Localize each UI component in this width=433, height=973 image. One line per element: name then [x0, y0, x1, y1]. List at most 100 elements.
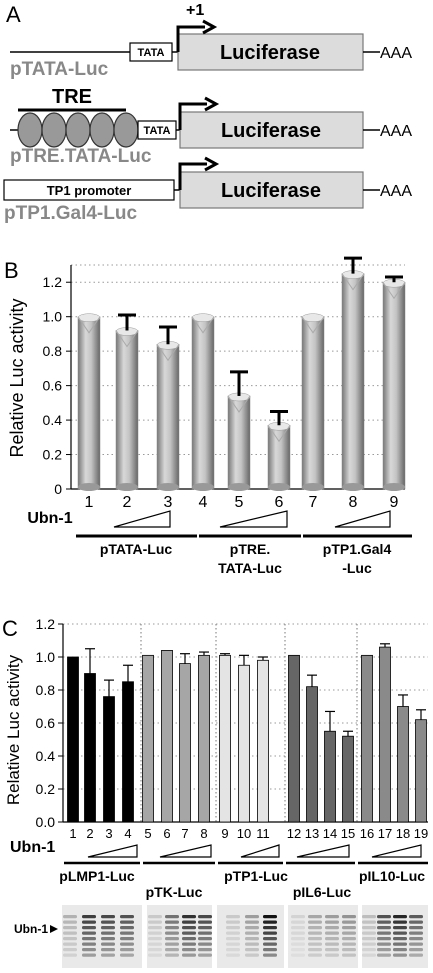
bar-base — [116, 483, 138, 491]
bar-base — [78, 483, 100, 491]
blot-band — [377, 937, 391, 941]
blot-band — [377, 948, 391, 952]
bar — [415, 719, 427, 823]
blot-band — [393, 937, 407, 941]
blot-strip — [288, 905, 358, 968]
bar-group — [77, 313, 101, 491]
lane-number: 13 — [305, 826, 319, 841]
blot-band — [263, 915, 277, 919]
tre-element — [65, 112, 91, 148]
lane-number: 1 — [85, 494, 94, 511]
dose-wedge — [87, 844, 138, 858]
lane-numbers: 1 2 3 4 5 6 7 8 9 10 11 12 13 14 15 16 17 18 19 — [69, 826, 428, 841]
blot-band — [409, 915, 423, 919]
blot-band — [362, 937, 376, 941]
blot-band — [182, 920, 196, 924]
blot-band — [63, 926, 77, 930]
blot-band — [325, 937, 339, 941]
bar-group — [341, 256, 365, 491]
blot-arrow — [50, 925, 58, 933]
blot-band — [377, 953, 391, 957]
blot-band — [325, 953, 339, 957]
lane-number: 3 — [105, 826, 112, 841]
dose-wedge — [240, 844, 280, 858]
blot-band — [377, 931, 391, 935]
blot-band — [198, 915, 212, 919]
blot-band — [120, 948, 134, 952]
bar — [227, 395, 251, 490]
blot-band — [377, 926, 391, 930]
blot-band — [148, 953, 162, 957]
blot-band — [245, 926, 259, 930]
bar-group — [156, 325, 180, 491]
blot-band — [82, 937, 96, 941]
bar-cap — [301, 313, 325, 322]
bar-group — [306, 674, 318, 823]
blot-band — [82, 926, 96, 930]
blot-band — [393, 942, 407, 946]
bar — [361, 654, 373, 823]
bar-cap-shade — [382, 281, 406, 300]
blot-band — [120, 920, 134, 924]
y-tick-label: 0.8 — [43, 343, 63, 359]
bar-cap — [191, 313, 215, 322]
blot-background — [147, 905, 212, 968]
blot-band — [182, 931, 196, 935]
blot-band — [82, 942, 96, 946]
blot-band — [263, 942, 277, 946]
polya-label: AAA — [380, 123, 412, 140]
blot-band — [325, 948, 339, 952]
blot-band — [165, 926, 179, 930]
blot-band — [63, 937, 77, 941]
lane-number: 5 — [144, 826, 151, 841]
blot-band — [82, 948, 96, 952]
bar-group — [227, 370, 251, 491]
luciferase-box — [179, 171, 364, 209]
lane-number: 1 — [69, 826, 76, 841]
panel-b-letter: B — [4, 258, 19, 283]
group-label: -Luc — [342, 560, 372, 576]
y-tick-label: 0.4 — [36, 748, 56, 764]
blot-band — [409, 926, 423, 930]
lane-number: 5 — [235, 494, 244, 511]
blot-band — [409, 937, 423, 941]
bar — [67, 656, 79, 823]
bar-group — [219, 653, 231, 823]
bar — [191, 316, 215, 490]
polya-label: AAA — [380, 183, 412, 200]
bar-cap-shade — [191, 316, 215, 334]
lane-number: 12 — [287, 826, 301, 841]
blot-band — [148, 926, 162, 930]
blot-band — [82, 920, 96, 924]
y-tick-label: 1.2 — [36, 616, 56, 632]
bar — [156, 344, 180, 490]
group-label: pIL6-Luc — [293, 884, 352, 900]
blot-band — [362, 926, 376, 930]
tre-element — [17, 112, 43, 148]
blot-band — [291, 931, 305, 935]
bar-base — [268, 483, 290, 491]
blot-band — [325, 942, 339, 946]
blot-band — [291, 937, 305, 941]
blot-band — [377, 920, 391, 924]
blot-band — [263, 926, 277, 930]
blot-band — [342, 937, 356, 941]
blot-band — [342, 948, 356, 952]
blot-band — [226, 948, 240, 952]
blot-band — [308, 948, 322, 952]
blot-strip — [362, 905, 428, 968]
lane-number: 4 — [199, 494, 208, 511]
bar-group — [379, 643, 391, 823]
blot-band — [377, 915, 391, 919]
blot-band — [342, 953, 356, 957]
dose-wedge — [159, 844, 212, 858]
blot-band — [165, 920, 179, 924]
bar-cap-shade — [77, 316, 101, 334]
dose-wedge — [219, 510, 288, 528]
blot-band — [291, 926, 305, 930]
blot-band — [245, 931, 259, 935]
bar-group — [382, 275, 406, 491]
lane-number: 7 — [309, 494, 318, 511]
blot-band — [393, 953, 407, 957]
blot-band — [245, 915, 259, 919]
